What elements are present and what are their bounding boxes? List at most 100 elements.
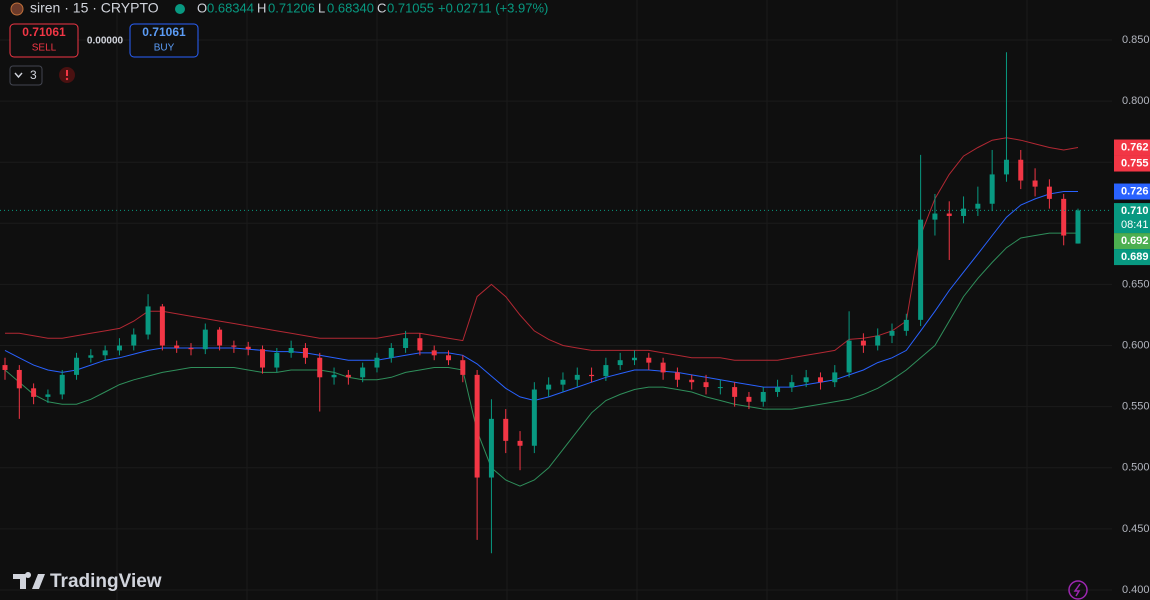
candle-body bbox=[674, 372, 680, 380]
candle-body bbox=[145, 306, 151, 335]
candle-body bbox=[918, 219, 924, 320]
candle-body bbox=[889, 330, 895, 336]
candle-body bbox=[331, 374, 337, 378]
price-axis: 0.4000.4500.5000.5500.6000.6500.7000.750… bbox=[1114, 34, 1150, 596]
y-tick-label: 0.800 bbox=[1122, 95, 1150, 107]
candle-body bbox=[660, 362, 666, 373]
price-label: 0.726 bbox=[1121, 185, 1149, 197]
price-label: 0.689 bbox=[1121, 251, 1149, 263]
candle-body bbox=[875, 335, 881, 346]
ohlc-value: 0.68344 bbox=[207, 0, 254, 15]
price-label-box bbox=[1114, 155, 1150, 172]
ohlc-key: L bbox=[318, 0, 325, 15]
candle-body bbox=[1032, 180, 1038, 187]
candle-body bbox=[1061, 198, 1067, 236]
candle-body bbox=[88, 355, 94, 358]
candle-body bbox=[159, 306, 165, 346]
candle-body bbox=[388, 347, 394, 358]
candle-body bbox=[446, 355, 452, 361]
candle-body bbox=[2, 365, 8, 370]
candle-body bbox=[374, 357, 380, 368]
candle-body bbox=[417, 338, 423, 351]
candle-body bbox=[1003, 159, 1009, 175]
ohlc-value: 0.71055 bbox=[387, 0, 434, 15]
candle-body bbox=[131, 334, 137, 346]
toggle-box[interactable] bbox=[9, 65, 43, 86]
candle-body bbox=[932, 213, 938, 220]
candle-body bbox=[789, 382, 795, 388]
price-label-box bbox=[1114, 203, 1150, 234]
candle-body bbox=[760, 391, 766, 402]
candle-body bbox=[188, 347, 194, 350]
ohlc-key: O bbox=[197, 0, 207, 15]
candle-body bbox=[1046, 186, 1052, 199]
candle-body bbox=[989, 174, 995, 204]
symbol: siren · 15 · CRYPTO bbox=[30, 0, 159, 16]
ohlc-value: 0.71206 bbox=[268, 0, 315, 15]
ohlc-value: 0.68340 bbox=[327, 0, 374, 15]
candle-body bbox=[617, 360, 623, 366]
candle-body bbox=[217, 329, 223, 346]
sell-price[interactable]: 0.71061 bbox=[22, 25, 66, 39]
candle-body bbox=[574, 374, 580, 380]
buy-button[interactable]: 0.71061 BUY bbox=[129, 23, 199, 58]
candle-body bbox=[961, 208, 967, 216]
price-label: 0.710 bbox=[1121, 205, 1149, 217]
price-label: 0.762 bbox=[1121, 141, 1149, 153]
candle-body bbox=[231, 345, 237, 347]
buy-label[interactable]: BUY bbox=[154, 43, 175, 54]
countdown: 08:41 bbox=[1121, 219, 1149, 231]
candle-body bbox=[31, 388, 37, 397]
candle-body bbox=[975, 203, 981, 209]
indicators-count[interactable]: 3 bbox=[30, 68, 37, 82]
symbol-icon bbox=[10, 2, 24, 16]
candle-body bbox=[16, 369, 22, 389]
brand-logo bbox=[13, 572, 45, 589]
buy-price[interactable]: 0.71061 bbox=[142, 25, 186, 39]
price-label-box bbox=[1114, 139, 1150, 156]
alert-circle[interactable] bbox=[1068, 580, 1088, 600]
candle-body bbox=[903, 319, 909, 331]
band-line bbox=[5, 137, 1079, 361]
candle-body bbox=[860, 340, 866, 346]
candle-body bbox=[116, 345, 122, 351]
candle-body bbox=[703, 382, 709, 388]
warning-icon[interactable] bbox=[59, 67, 75, 83]
candle-body bbox=[503, 418, 509, 441]
candle-body bbox=[689, 379, 695, 383]
candle-body bbox=[517, 440, 523, 446]
warning-dot[interactable] bbox=[65, 77, 69, 81]
candle-body bbox=[460, 360, 466, 375]
alert-icon[interactable] bbox=[1068, 580, 1088, 600]
candle-body bbox=[832, 372, 838, 383]
sell-label[interactable]: SELL bbox=[32, 43, 57, 54]
sell-button[interactable]: 0.71061 SELL bbox=[9, 23, 79, 58]
candle-body bbox=[274, 352, 280, 368]
candle-body bbox=[946, 213, 952, 216]
alert-bolt[interactable] bbox=[1073, 583, 1081, 597]
candle-body bbox=[775, 387, 781, 392]
candle-body bbox=[174, 345, 180, 348]
candle-body bbox=[245, 346, 251, 350]
y-tick-label: 0.600 bbox=[1122, 339, 1150, 351]
candle-body bbox=[746, 396, 752, 402]
header: siren · 15 · CRYPTO O 0.68344 H 0.71206 … bbox=[10, 0, 548, 16]
candle-body bbox=[803, 377, 809, 383]
candle-body bbox=[1075, 210, 1081, 244]
sell-box[interactable] bbox=[9, 23, 79, 58]
y-tick-label: 0.400 bbox=[1122, 584, 1150, 596]
buy-box[interactable] bbox=[129, 23, 199, 58]
spread: 0.00000 bbox=[87, 36, 124, 47]
candle-body bbox=[817, 377, 823, 383]
candle-body bbox=[546, 384, 552, 390]
candle-body bbox=[45, 394, 51, 397]
candle-body bbox=[288, 347, 294, 353]
indicators-toggle[interactable]: 3 bbox=[9, 65, 43, 86]
status-dot bbox=[175, 4, 185, 14]
price-label-box bbox=[1114, 233, 1150, 250]
candle-body bbox=[846, 340, 852, 373]
candle-body bbox=[717, 387, 723, 389]
chevron-icon[interactable] bbox=[14, 72, 23, 79]
